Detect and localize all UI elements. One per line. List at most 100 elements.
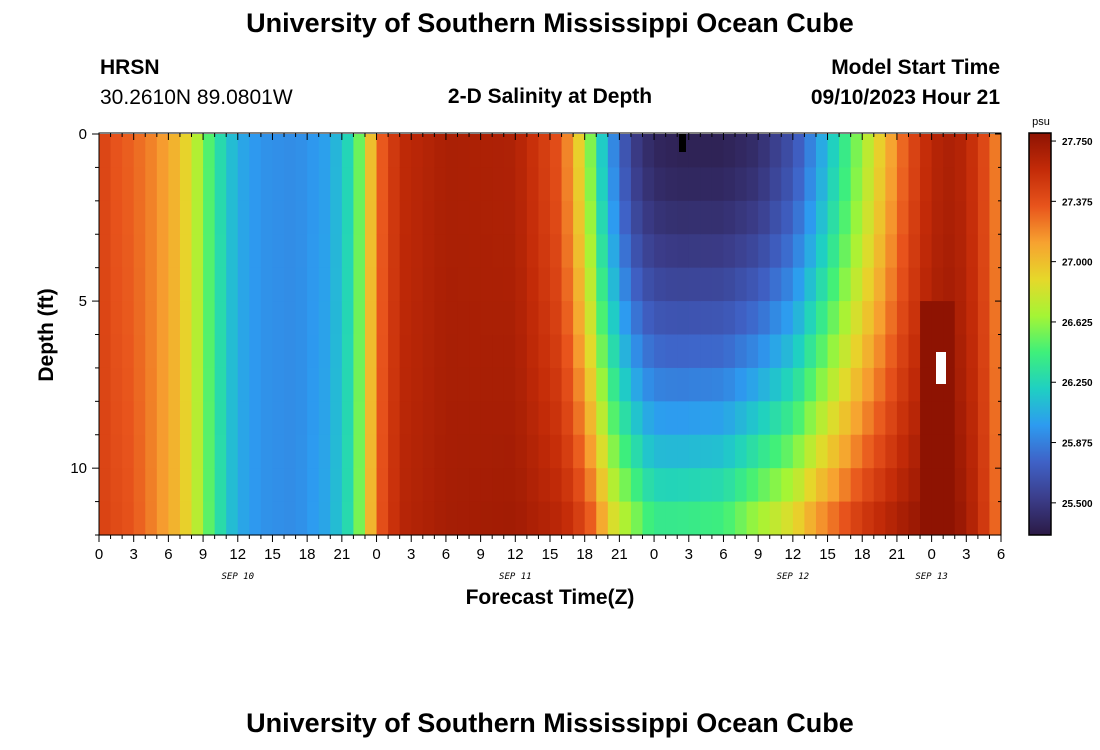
heatmap-cell [411,334,424,369]
heatmap-cell [550,167,563,202]
heatmap-cell [191,234,204,269]
heatmap-cell [434,468,447,503]
heatmap-cell [341,501,355,536]
heatmap-cell [376,468,389,503]
heatmap-cell [226,234,239,269]
heatmap-cell [434,167,447,202]
heatmap-cell [677,267,690,302]
heatmap-cell [584,134,597,169]
heatmap-cell [191,434,204,469]
heatmap-cell [353,234,366,269]
heatmap-cell [642,367,655,402]
heatmap-cell [700,501,713,536]
heatmap-cell [561,334,574,369]
heatmap-cell [307,367,320,402]
heatmap-cell [665,267,678,302]
heatmap-cell [411,234,424,269]
heatmap-cell [341,134,355,169]
heatmap-cell [469,334,482,369]
heatmap-cell [850,367,863,402]
heatmap-cell [561,367,574,402]
heatmap-cell [295,134,308,169]
heatmap-cell [480,200,493,235]
x-tick-label: 0 [372,546,380,563]
heatmap-cell [445,301,459,336]
heatmap-cell [388,367,401,402]
heatmap-cell [688,200,701,235]
heatmap-cell [376,367,389,402]
heatmap-cell [630,301,644,336]
heatmap-cell [908,200,921,235]
heatmap-cell [711,267,725,302]
heatmap-cell [503,434,516,469]
salinity-depth-plot: 0 3 6 9 12 15 18 21 0 3 6 9 12 15 18 21 0 3 6 9 12 15 18 21 0 3 6 S… [35,116,1093,609]
heatmap-cell [931,134,944,169]
heatmap-cell [145,401,158,436]
colorbar-label: 25.875 [1062,439,1093,450]
heatmap-cell [989,301,1002,336]
heatmap-cell [515,200,528,235]
heatmap-cell [284,167,297,202]
heatmap-cell [203,200,216,235]
heatmap-cell [677,367,690,402]
colorbar-label: 26.625 [1062,318,1093,329]
heatmap-cell [503,401,516,436]
plot-title: 2-D Salinity at Depth [447,85,653,108]
heatmap-cell [526,167,540,202]
heatmap-cell [422,468,435,503]
heatmap-cell [191,334,204,369]
heatmap-cell [758,267,771,302]
heatmap-cell [619,301,632,336]
heatmap-cell [908,434,921,469]
heatmap-cell [769,301,782,336]
heatmap-cell [954,234,967,269]
page-title: University of Southern Mississippi Ocean… [246,8,854,38]
x-tick-label: 12 [229,546,246,563]
heatmap-cell [850,167,863,202]
heatmap-cell [989,434,1002,469]
heatmap-cell [480,167,493,202]
heatmap-cell [607,134,620,169]
x-tick-label: 3 [407,546,415,563]
heatmap-cell [145,301,158,336]
heatmap-cell [469,167,482,202]
heatmap-cell [989,334,1002,369]
x-tick-label: 6 [997,546,1005,563]
heatmap-cell [307,334,320,369]
heatmap-cell [781,401,794,436]
heatmap-cell [330,234,343,269]
heatmap-cell [711,167,725,202]
heatmap-cell [954,401,967,436]
heatmap-cell [469,468,482,503]
heatmap-cell [330,434,343,469]
heatmap-cell [781,200,794,235]
heatmap-cell [908,501,921,536]
heatmap-cell [584,200,597,235]
heatmap-cell [873,401,886,436]
heatmap-cell [538,401,551,436]
heatmap-cell [99,434,112,469]
heatmap-cell [214,234,227,269]
heatmap-cell [284,434,297,469]
heatmap-cell [492,301,505,336]
heatmap-cell [191,401,204,436]
heatmap-cell [191,200,204,235]
heatmap-cell [445,267,459,302]
heatmap-cell [388,267,401,302]
heatmap-cell [769,468,782,503]
heatmap-cell [307,401,320,436]
y-tick-label: 0 [79,126,87,143]
heatmap-cell [769,401,782,436]
heatmap-cell [526,134,540,169]
x-tick-label: 15 [264,546,281,563]
heatmap-cell [445,501,459,536]
heatmap-cell [145,334,158,369]
x-tick-label: 0 [650,546,658,563]
heatmap-cell [642,301,655,336]
heatmap-cell [630,501,644,536]
heatmap-cell [99,401,112,436]
heatmap-cell [815,367,829,402]
heatmap-cell [827,200,840,235]
heatmap-cell [341,234,355,269]
heatmap-cell [341,434,355,469]
